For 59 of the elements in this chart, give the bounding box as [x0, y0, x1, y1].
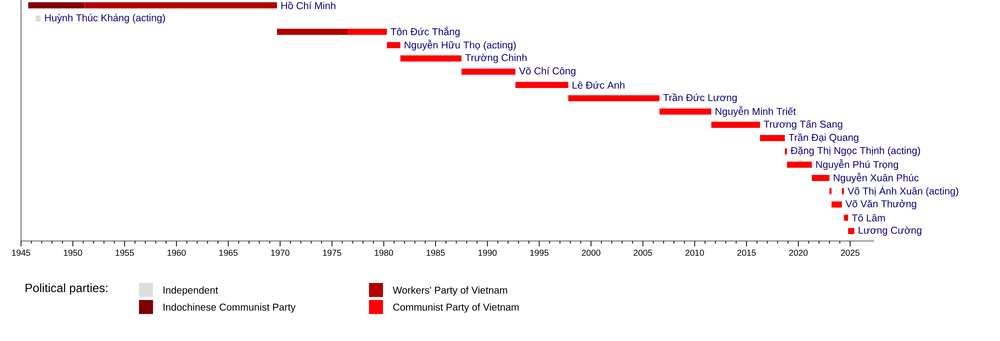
x-tick-label: 2000	[582, 250, 600, 256]
legend-label: Independent	[164, 286, 218, 296]
x-tick-label: 1945	[12, 250, 30, 256]
y-tick-label: Trần Đức Lương	[663, 93, 737, 104]
y-tick-label: Võ Thị Ánh Xuân (acting)	[848, 186, 958, 197]
bar	[84, 2, 278, 8]
x-tick-label: 1975	[323, 250, 342, 256]
y-tick-label: Tôn Đức Thắng	[390, 26, 460, 38]
y-tick-label: Nguyễn Phú Trọng	[816, 159, 898, 170]
bar	[832, 201, 842, 208]
y-tick-label: Huỳnh Thúc Kháng (acting)	[45, 14, 165, 24]
x-tick-label: 2005	[634, 250, 652, 256]
x-tick-label: 1955	[116, 250, 134, 256]
bar	[400, 55, 462, 62]
x-tick-label: 2020	[789, 250, 808, 256]
x-tick-label: 1995	[530, 250, 548, 256]
bar	[711, 122, 760, 128]
bar	[848, 228, 854, 234]
bar	[277, 28, 348, 35]
y-tick-label: Nguyễn Xuân Phúc	[834, 172, 919, 184]
bar	[786, 162, 812, 168]
bar	[760, 135, 785, 142]
x-tick-label: 1965	[219, 250, 238, 256]
bar	[36, 16, 41, 22]
y-tick-label: Lê Đức Anh	[572, 81, 624, 89]
y-tick-label: Võ Chí Công	[519, 67, 576, 76]
bar	[28, 2, 84, 8]
x-tick-label: 1980	[374, 250, 394, 256]
y-tick-label: Nguyễn Hữu Thọ (acting)	[404, 40, 516, 50]
y-tick-label: Trương Tấn Sang	[764, 120, 842, 130]
x-tick-label: 2015	[737, 250, 756, 256]
bar	[515, 82, 568, 88]
bar	[347, 28, 387, 35]
y-tick-label: Tô Lâm	[852, 214, 885, 222]
legend-label: Communist Party of Vietnam	[393, 303, 519, 313]
y-tick-label: Đặng Thị Ngọc Thịnh (acting)	[790, 146, 920, 156]
x-tick-label: 1960	[168, 250, 186, 256]
bar	[829, 188, 832, 194]
bar	[386, 42, 400, 48]
legend-label: Indochinese Communist Party	[164, 303, 296, 313]
legend-title: Political parties:	[26, 283, 108, 295]
y-tick-label: Hồ Chí Minh	[281, 1, 336, 10]
bar	[659, 108, 712, 115]
y-tick-label: Nguyễn Minh Triết	[716, 106, 796, 117]
x-tick-label: 2010	[686, 250, 704, 256]
y-tick-label: Võ Văn Thưởng	[846, 200, 916, 210]
x-tick-label: 1950	[64, 250, 82, 256]
x-tick-label: 1990	[478, 250, 497, 256]
bar	[812, 174, 830, 181]
x-tick-label: 1985	[426, 250, 445, 256]
bar	[568, 95, 660, 102]
x-tick-label: 2025	[841, 250, 860, 256]
bar	[462, 68, 516, 75]
legend-label: Workers' Party of Vietnam	[392, 286, 508, 296]
y-tick-label: Trường Chinh	[465, 54, 527, 64]
y-tick-label: Lương Cường	[858, 226, 922, 236]
y-tick-label: Trần Đại Quang	[788, 133, 858, 143]
x-tick-label: 1970	[271, 250, 290, 256]
bar	[844, 214, 848, 221]
